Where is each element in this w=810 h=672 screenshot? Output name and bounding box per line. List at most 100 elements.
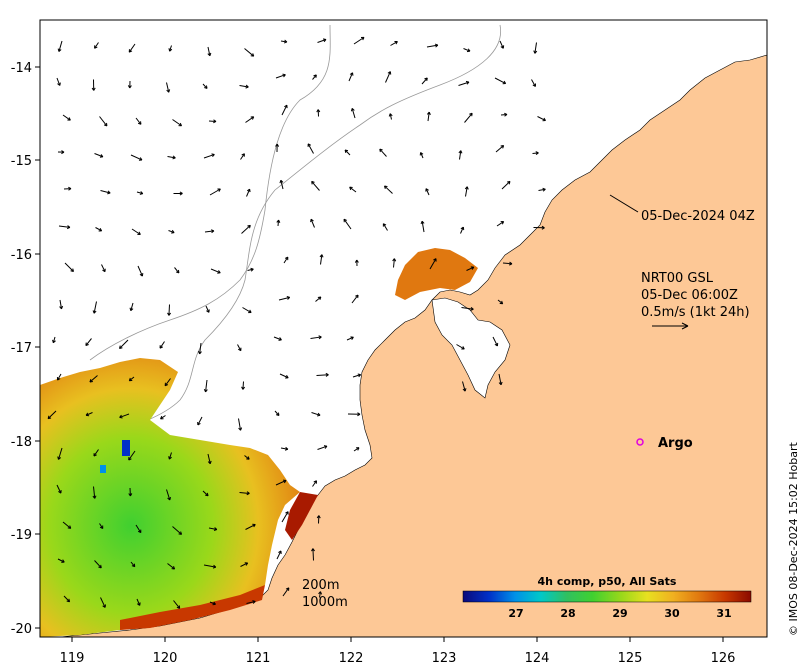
current-arrow [205,305,210,313]
current-arrow [244,48,255,57]
current-arrow [204,229,215,234]
current-arrow [311,548,315,561]
current-arrow [136,598,141,606]
current-arrow [159,341,165,349]
colorbar-tick-label: 27 [508,607,523,620]
current-arrow [166,82,171,93]
current-arrow [464,112,473,123]
current-arrow [241,381,246,390]
current-arrow [130,561,136,568]
current-arrow [312,480,318,487]
current-arrow [421,77,428,85]
current-arrow [501,180,511,190]
current-arrow [310,335,322,340]
current-arrow [128,487,133,497]
current-label-line2: 05-Dec 06:00Z [641,288,738,303]
x-axis: 119 120 121 122 123 124 125 126 [60,637,736,666]
current-arrow [318,591,323,598]
current-arrow [311,180,320,191]
current-arrow [498,373,503,386]
current-arrow [99,116,108,127]
current-arrow [350,108,356,119]
current-arrow [119,339,129,349]
current-arrow [237,344,242,352]
current-arrow [207,46,212,57]
depth-contour-label-200m: 200m [302,578,339,593]
current-arrow [91,79,96,91]
colorbar-tick-label: 29 [612,607,627,620]
current-arrow [136,191,144,195]
current-arrow [426,111,431,122]
current-arrow [202,83,208,89]
colorbar-tick-label: 30 [664,607,680,620]
current-arrow [278,296,291,301]
current-arrow [47,410,57,420]
colorbar-title: 4h comp, p50, All Sats [538,575,677,588]
current-arrow [458,150,463,160]
current-arrow [56,77,61,86]
depth-contour-label-1000m: 1000m [302,595,348,610]
x-tick-label: 124 [525,651,550,666]
sst-cool-spot [122,440,130,456]
current-arrow [64,262,74,272]
current-arrow [238,418,243,431]
current-arrow [57,150,65,155]
current-arrow [354,259,359,267]
sst-cool-spot-2 [100,465,106,473]
current-arrow [129,302,134,312]
current-arrow [275,479,287,486]
current-arrow [58,225,71,230]
current-arrow [426,43,439,48]
current-arrow [460,226,465,234]
current-arrow [385,71,392,83]
current-arrow [353,36,365,45]
current-arrow [209,188,221,196]
current-arrow [160,415,166,420]
current-arrow [533,225,545,230]
annotation-time: 05-Dec-2024 04Z [641,209,755,224]
current-arrow [209,601,216,606]
current-arrow [85,412,93,417]
current-arrow [239,84,249,89]
current-arrow [344,149,351,156]
current-arrow [343,218,352,230]
current-arrow [128,376,135,382]
current-arrow [56,484,62,494]
current-arrow [533,42,538,54]
current-arrow [172,526,183,535]
current-arrow [246,188,251,197]
current-arrow [167,304,172,316]
current-arrow [166,489,172,501]
current-arrow [317,445,328,450]
y-tick-label: -14 [11,61,32,76]
current-arrow [348,72,354,82]
y-tick-label: -17 [11,341,32,356]
current-arrow [167,563,176,570]
x-tick-label: 121 [246,651,271,666]
current-label-line1: NRT00 GSL [641,271,714,286]
current-arrow [203,379,208,393]
y-tick-label: -16 [11,248,32,263]
current-arrow [392,258,397,268]
current-arrow [390,40,398,46]
current-arrow [131,228,141,235]
colorbar-tick-label: 31 [716,607,731,620]
current-arrow [538,187,546,192]
x-tick-label: 126 [711,651,736,666]
colorbar [462,590,752,603]
current-arrow [500,112,508,117]
current-arrow [502,261,513,266]
current-arrow [173,191,183,196]
current-arrow [319,254,324,265]
credit: © IMOS 08-Dec-2024 15:02 Hobart [787,441,800,636]
current-arrow [280,39,288,44]
current-arrow [240,562,249,567]
current-arrow [280,446,289,451]
y-tick-label: -18 [11,435,32,450]
current-arrow [492,336,499,347]
current-arrow [62,114,71,121]
current-arrow [100,190,111,195]
current-arrow [203,153,215,159]
scale-arrow [652,322,689,330]
